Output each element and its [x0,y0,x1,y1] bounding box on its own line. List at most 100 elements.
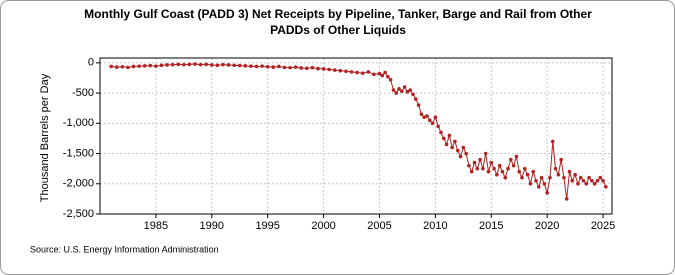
point [556,172,561,177]
point [148,63,153,68]
point [416,103,421,107]
point [567,169,572,174]
point [182,62,186,67]
point [327,67,331,72]
chart-title: Monthly Gulf Coast (PADD 3) Net Receipts… [84,7,592,21]
point [453,139,457,144]
point [458,154,463,159]
point [528,181,533,186]
point [511,163,516,168]
point [550,139,555,144]
point [492,166,496,171]
point [576,181,580,186]
point [126,65,130,70]
point [405,90,410,94]
point [595,178,600,183]
x-tick-label: 1995 [255,220,279,232]
point [131,64,136,69]
point [539,175,544,180]
point [170,62,175,67]
point [481,166,485,171]
point [422,115,426,120]
point [414,97,418,101]
point [598,175,603,180]
point [520,175,524,180]
point [514,154,519,159]
y-tick-label: 0 [88,57,94,69]
point [137,64,141,68]
point [159,63,164,68]
point [411,92,415,97]
x-tick-label: 2010 [423,220,447,232]
point [282,65,287,70]
point [486,169,491,174]
y-tick-label: -500 [72,87,94,99]
point [475,166,480,171]
point [265,64,270,69]
point [604,184,608,189]
point [433,115,438,120]
point [243,64,248,68]
y-tick-label: -1,000 [63,117,94,129]
point [187,62,192,67]
point [209,63,214,67]
point [377,71,382,76]
point [461,145,466,150]
point [601,178,605,183]
x-tick-label: 2025 [591,220,615,232]
x-tick-label: 2015 [479,220,503,232]
point [545,191,549,195]
y-axis-label: Thousand Barrels per Day [39,73,51,202]
point [525,172,530,177]
point [338,68,343,73]
point [495,172,499,177]
point [221,62,225,67]
x-tick-label: 2005 [367,220,391,232]
point [109,64,113,69]
point [332,68,337,72]
point [553,166,558,171]
point [386,74,390,79]
point [587,175,591,180]
point [400,89,404,94]
point [391,88,396,92]
point [548,175,552,180]
point [232,63,236,68]
point [578,175,583,180]
x-tick-label: 2020 [535,220,559,232]
point [165,63,169,67]
point [581,178,586,183]
point [293,65,298,69]
point [355,70,359,75]
point [573,172,577,177]
point [441,136,446,141]
point [436,124,440,129]
point [425,114,429,118]
point [517,169,522,174]
point [402,85,407,89]
point [455,148,460,153]
point [226,63,231,67]
y-tick-label: -2,000 [63,178,94,190]
point [204,62,209,67]
y-tick-label: -2,500 [63,208,94,220]
point [562,175,566,180]
point [483,151,488,156]
point [478,157,482,162]
point [142,64,147,68]
x-tick-label: 1990 [200,220,224,232]
point [254,64,259,69]
chart-title: PADDs of Other Liquids [270,23,406,37]
point [534,178,538,183]
point [467,163,471,168]
point [464,151,468,156]
point [349,70,354,74]
plot-border [99,57,613,215]
point [288,65,292,70]
point [271,65,276,69]
point [444,142,449,147]
point [344,69,348,74]
point [260,64,264,68]
